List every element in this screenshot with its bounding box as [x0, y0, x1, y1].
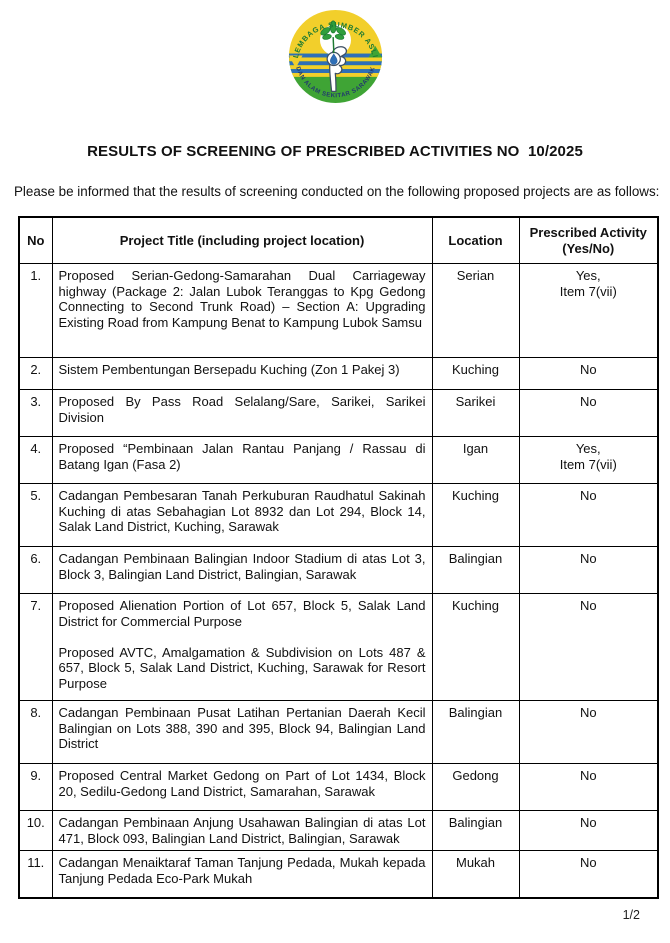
- cell-activity: No: [518, 809, 659, 852]
- cell-project-title: Cadangan Pembinaan Balingian Indoor Stad…: [51, 545, 433, 594]
- logo-stem: [331, 37, 334, 54]
- page-number: 1/2: [622, 908, 640, 922]
- cell-location: Balingian: [431, 809, 520, 852]
- cell-location: Sarikei: [431, 388, 520, 437]
- cell-location: Balingian: [431, 545, 520, 594]
- table-row: 3. Proposed By Pass Road Selalang/Sare, …: [18, 388, 659, 437]
- table-row: 7. Proposed Alienation Portion of Lot 65…: [18, 592, 659, 701]
- table-header-row: No Project Title (including project loca…: [18, 216, 659, 264]
- cell-activity: No: [518, 592, 659, 701]
- table-row: 4. Proposed “Pembinaan Jalan Rantau Panj…: [18, 435, 659, 484]
- cell-no: 4.: [18, 435, 53, 484]
- cell-activity: Yes, Item 7(vii): [518, 262, 659, 358]
- cell-activity: No: [518, 545, 659, 594]
- cell-location: Balingian: [431, 699, 520, 764]
- agency-logo: LEMBAGA SUMBER ASLI DAN ALAM SEKITAR SAR…: [0, 0, 670, 110]
- cell-location: Kuching: [431, 482, 520, 547]
- cell-location: Gedong: [431, 762, 520, 811]
- cell-location: Serian: [431, 262, 520, 358]
- table-row: 9. Proposed Central Market Gedong on Par…: [18, 762, 659, 811]
- cell-location: Kuching: [431, 592, 520, 701]
- table-row: 10. Cadangan Pembinaan Anjung Usahawan B…: [18, 809, 659, 852]
- cell-activity: Yes, Item 7(vii): [518, 435, 659, 484]
- intro-paragraph: Please be informed that the results of s…: [14, 184, 660, 199]
- cell-project-title: Proposed Central Market Gedong on Part o…: [51, 762, 433, 811]
- cell-no: 3.: [18, 388, 53, 437]
- header-location: Location: [431, 216, 520, 264]
- cell-no: 6.: [18, 545, 53, 594]
- cell-activity: No: [518, 482, 659, 547]
- cell-project-title: Proposed Serian-Gedong-Samarahan Dual Ca…: [51, 262, 433, 358]
- cell-location: Igan: [431, 435, 520, 484]
- cell-no: 1.: [18, 262, 53, 358]
- screening-results-table: No Project Title (including project loca…: [18, 216, 659, 899]
- cell-location: Mukah: [431, 850, 520, 899]
- table-row: 6. Cadangan Pembinaan Balingian Indoor S…: [18, 545, 659, 594]
- table-row: 8. Cadangan Pembinaan Pusat Latihan Pert…: [18, 699, 659, 764]
- cell-no: 9.: [18, 762, 53, 811]
- page-title: RESULTS OF SCREENING OF PRESCRIBED ACTIV…: [87, 143, 583, 160]
- cell-project-title: Proposed Alienation Portion of Lot 657, …: [51, 592, 433, 701]
- logo-right-triangle: [367, 45, 382, 58]
- cell-project-title: Proposed “Pembinaan Jalan Rantau Panjang…: [51, 435, 433, 484]
- cell-no: 5.: [18, 482, 53, 547]
- logo-left-triangle: [288, 55, 303, 69]
- table-row: 1. Proposed Serian-Gedong-Samarahan Dual…: [18, 262, 659, 358]
- header-prescribed-activity: Prescribed Activity (Yes/No): [518, 216, 659, 264]
- cell-location: Kuching: [431, 356, 520, 390]
- cell-activity: No: [518, 850, 659, 899]
- table-row: 11. Cadangan Menaiktaraf Taman Tanjung P…: [18, 850, 659, 899]
- header-no: No: [18, 216, 53, 264]
- cell-activity: No: [518, 388, 659, 437]
- cell-project-title: Cadangan Pembinaan Anjung Usahawan Balin…: [51, 809, 433, 852]
- lembaga-sumber-asli-logo-icon: LEMBAGA SUMBER ASLI DAN ALAM SEKITAR SAR…: [288, 9, 382, 104]
- cell-no: 10.: [18, 809, 53, 852]
- cell-project-title: Proposed By Pass Road Selalang/Sare, Sar…: [51, 388, 433, 437]
- cell-activity: No: [518, 699, 659, 764]
- table-row: 5. Cadangan Pembesaran Tanah Perkuburan …: [18, 482, 659, 547]
- cell-no: 11.: [18, 850, 53, 899]
- cell-activity: No: [518, 762, 659, 811]
- cell-no: 8.: [18, 699, 53, 764]
- logo-seedling-icon: [319, 20, 346, 40]
- cell-no: 7.: [18, 592, 53, 701]
- cell-project-title: Sistem Pembentungan Bersepadu Kuching (Z…: [51, 356, 433, 390]
- cell-project-title: Cadangan Pembinaan Pusat Latihan Pertani…: [51, 699, 433, 764]
- cell-project-title: Cadangan Menaiktaraf Taman Tanjung Pedad…: [51, 850, 433, 899]
- cell-activity: No: [518, 356, 659, 390]
- cell-project-title: Cadangan Pembesaran Tanah Perkuburan Rau…: [51, 482, 433, 547]
- cell-no: 2.: [18, 356, 53, 390]
- table-row: 2. Sistem Pembentungan Bersepadu Kuching…: [18, 356, 659, 390]
- logo-water-drop-icon: [329, 53, 337, 65]
- header-project-title: Project Title (including project locatio…: [51, 216, 433, 264]
